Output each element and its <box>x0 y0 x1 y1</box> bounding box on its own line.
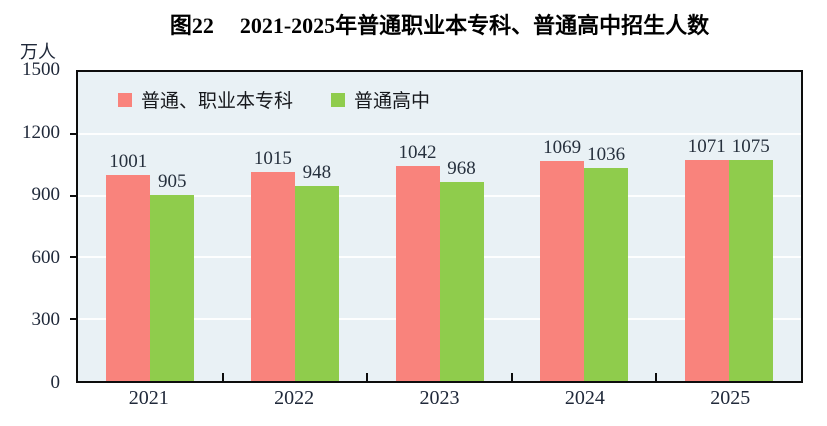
bar-2024-series2 <box>584 167 629 381</box>
y-tick-mark-1200 <box>70 132 78 135</box>
y-tick-mark-300 <box>70 318 78 321</box>
y-tick-label-900: 900 <box>31 184 61 206</box>
x-tick-mark-3 <box>510 373 513 381</box>
legend-item-1: 普通、职业本专科 <box>118 86 293 113</box>
bar-2023-series1 <box>395 166 440 381</box>
y-axis-labels: 0 300 600 900 1200 1500 <box>0 59 66 393</box>
y-axis-unit-label: 万人 <box>20 42 56 62</box>
bar-2023-series2 <box>439 181 484 381</box>
bar-value-label-2022-series1: 1015 <box>253 147 292 169</box>
bar-2021-series2 <box>150 194 195 381</box>
x-category-label-2023: 2023 <box>419 387 460 409</box>
legend: 普通、职业本专科 普通高中 <box>118 86 430 113</box>
y-tick-mark-600 <box>70 256 78 259</box>
x-category-label-2021: 2021 <box>128 387 169 409</box>
plot-area: 普通、职业本专科 普通高中 1001 905 1015 948 1042 968 1069 10… <box>70 70 803 383</box>
x-category-label-2024: 2024 <box>564 387 605 409</box>
bar-2021-series1 <box>106 174 151 381</box>
bar-2025-series1 <box>684 160 729 381</box>
bar-value-label-2024-series2: 1036 <box>587 143 626 165</box>
chart-title-text: 2021-2025年普通职业本专科、普通高中招生人数 <box>239 13 710 38</box>
bar-value-label-2023-series1: 1042 <box>398 142 437 164</box>
bar-2022-series2 <box>294 185 339 381</box>
legend-swatch-icon <box>331 92 346 107</box>
x-tick-mark-4 <box>655 373 658 381</box>
legend-swatch-icon <box>118 92 132 107</box>
bar-value-label-2021-series1: 1001 <box>109 150 148 172</box>
y-tick-label-0: 0 <box>50 372 61 393</box>
x-category-label-2025: 2025 <box>710 387 751 409</box>
bar-2022-series1 <box>250 171 295 381</box>
x-axis-labels: 2021 2022 2023 2024 2025 <box>76 387 803 415</box>
legend-item-2: 普通高中 <box>331 86 430 113</box>
bar-2024-series1 <box>540 160 585 381</box>
y-tick-label-1200: 1200 <box>22 121 60 143</box>
figure-number: 图22 <box>169 13 214 38</box>
x-tick-mark-1 <box>221 373 224 381</box>
bar-value-label-2021-series2: 905 <box>158 170 187 192</box>
legend-label: 普通、职业本专科 <box>141 91 294 112</box>
bar-value-label-2025-series2: 1075 <box>731 135 770 157</box>
y-tick-mark-900 <box>70 194 78 197</box>
bar-value-label-2022-series2: 948 <box>302 161 332 183</box>
x-category-label-2022: 2022 <box>274 387 315 409</box>
y-tick-label-600: 600 <box>31 246 61 268</box>
y-tick-label-300: 300 <box>31 309 61 331</box>
gridline-1200 <box>78 132 801 135</box>
x-tick-mark-2 <box>366 373 369 381</box>
bar-2025-series2 <box>728 159 773 381</box>
bar-value-label-2024-series1: 1069 <box>543 136 582 158</box>
bar-value-label-2023-series2: 968 <box>447 157 476 179</box>
legend-label: 普通高中 <box>354 91 431 112</box>
chart-title: 图22 2021-2025年普通职业本专科、普通高中招生人数 <box>76 8 803 40</box>
y-tick-label-1500: 1500 <box>22 59 60 80</box>
bar-value-label-2025-series1: 1071 <box>687 136 726 158</box>
